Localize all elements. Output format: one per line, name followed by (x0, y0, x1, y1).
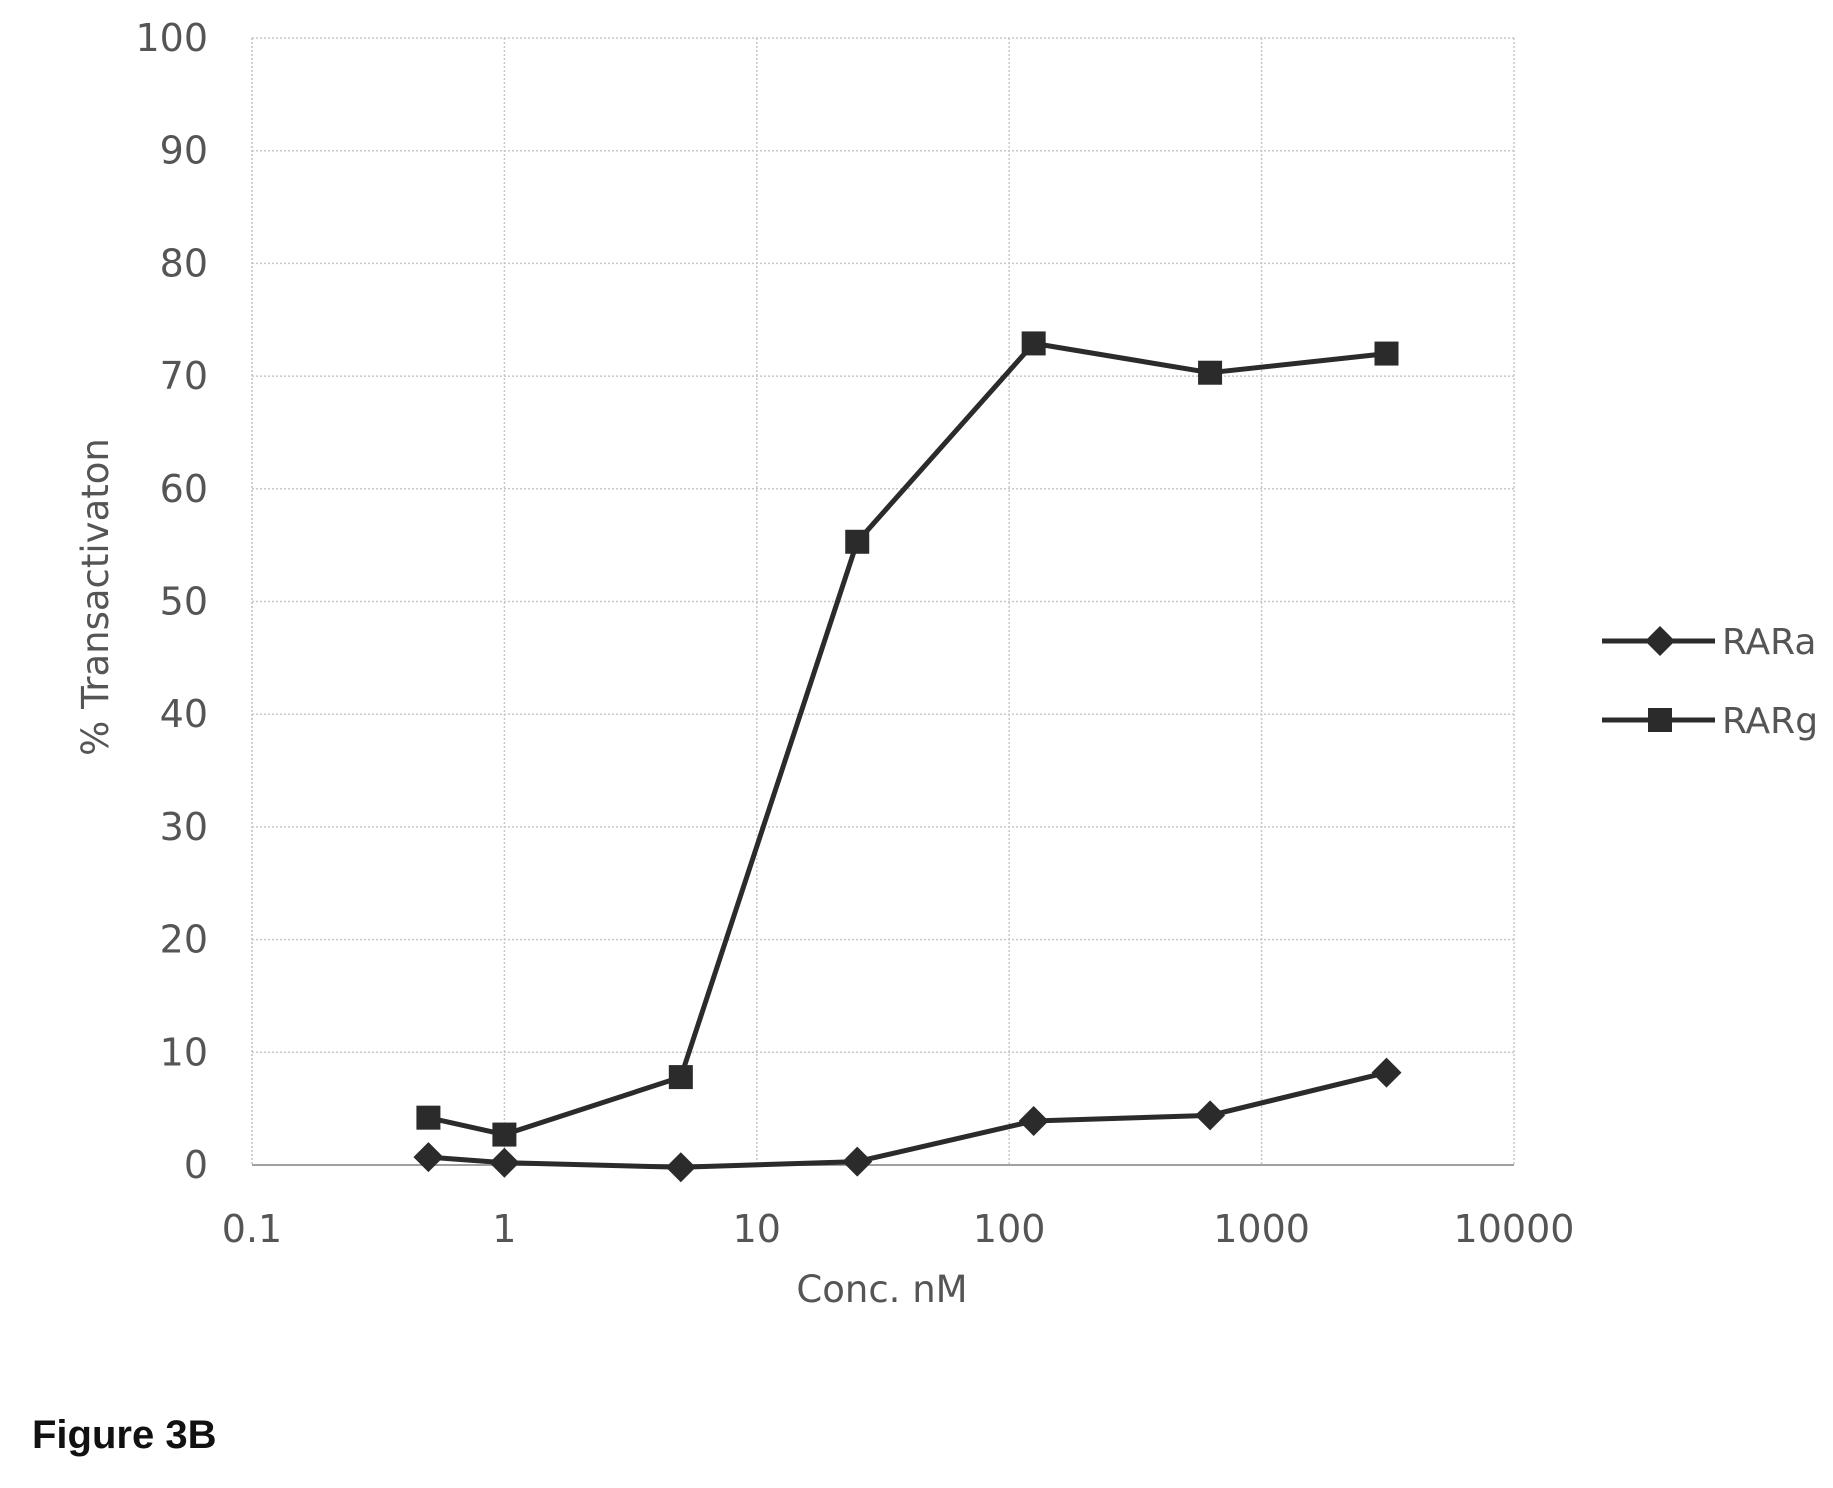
rara-data-point (489, 1147, 520, 1178)
x-axis-title: Conc. nM (796, 1268, 967, 1311)
y-tick-label: 20 (160, 918, 208, 962)
rara-data-point (665, 1152, 696, 1183)
rara-series-line (428, 1070, 1388, 1170)
legend-marker-rarg (1648, 708, 1672, 732)
y-tick-label: 80 (160, 241, 208, 285)
legend-label-rarg: RARg (1722, 701, 1818, 742)
y-tick-label: 90 (160, 129, 208, 173)
y-axis-title: % Transactivaton (74, 438, 117, 756)
rarg-data-point (1374, 341, 1399, 366)
legend-marker-rara (1645, 626, 1675, 656)
x-tick-label: 10 (733, 1207, 781, 1251)
rarg-series-line (427, 340, 1387, 1138)
x-tick-label: 0.1 (222, 1207, 282, 1251)
rarg-data-point (845, 529, 870, 554)
rara-data-point (1371, 1057, 1402, 1088)
y-tick-label: 70 (160, 354, 208, 398)
y-tick-label: 100 (135, 16, 208, 60)
y-tick-label: 60 (160, 467, 208, 511)
legend: RARa RARg (1602, 622, 1818, 742)
grid (251, 37, 1514, 1166)
rara-data-point (842, 1146, 873, 1177)
axes: 0 10 20 30 40 50 60 70 80 90 100 0.1 1 10 100 1000 10000 (135, 16, 1574, 1251)
rara-data-point (1018, 1106, 1049, 1137)
y-tick-label: 30 (160, 805, 208, 849)
x-tick-label: 1 (492, 1207, 516, 1251)
rarg-data-point (492, 1122, 517, 1147)
y-tick-label: 40 (160, 692, 208, 736)
figure-caption: Figure 3B (32, 1413, 216, 1457)
rarg-data-point (668, 1065, 693, 1090)
rarg-data-point (1198, 360, 1223, 385)
rara-data-point (1195, 1100, 1226, 1131)
x-tick-label: 10000 (1454, 1207, 1575, 1251)
x-tick-label: 100 (973, 1207, 1046, 1251)
plot-area (413, 331, 1402, 1183)
rara-data-point (413, 1142, 444, 1173)
x-tick-label: 1000 (1213, 1207, 1310, 1251)
legend-label-rara: RARa (1722, 622, 1816, 663)
y-tick-label: 10 (160, 1030, 208, 1074)
rarg-data-point (416, 1105, 441, 1130)
rarg-data-point (1021, 331, 1046, 356)
y-tick-label: 50 (160, 580, 208, 624)
y-tick-label: 0 (184, 1143, 208, 1187)
